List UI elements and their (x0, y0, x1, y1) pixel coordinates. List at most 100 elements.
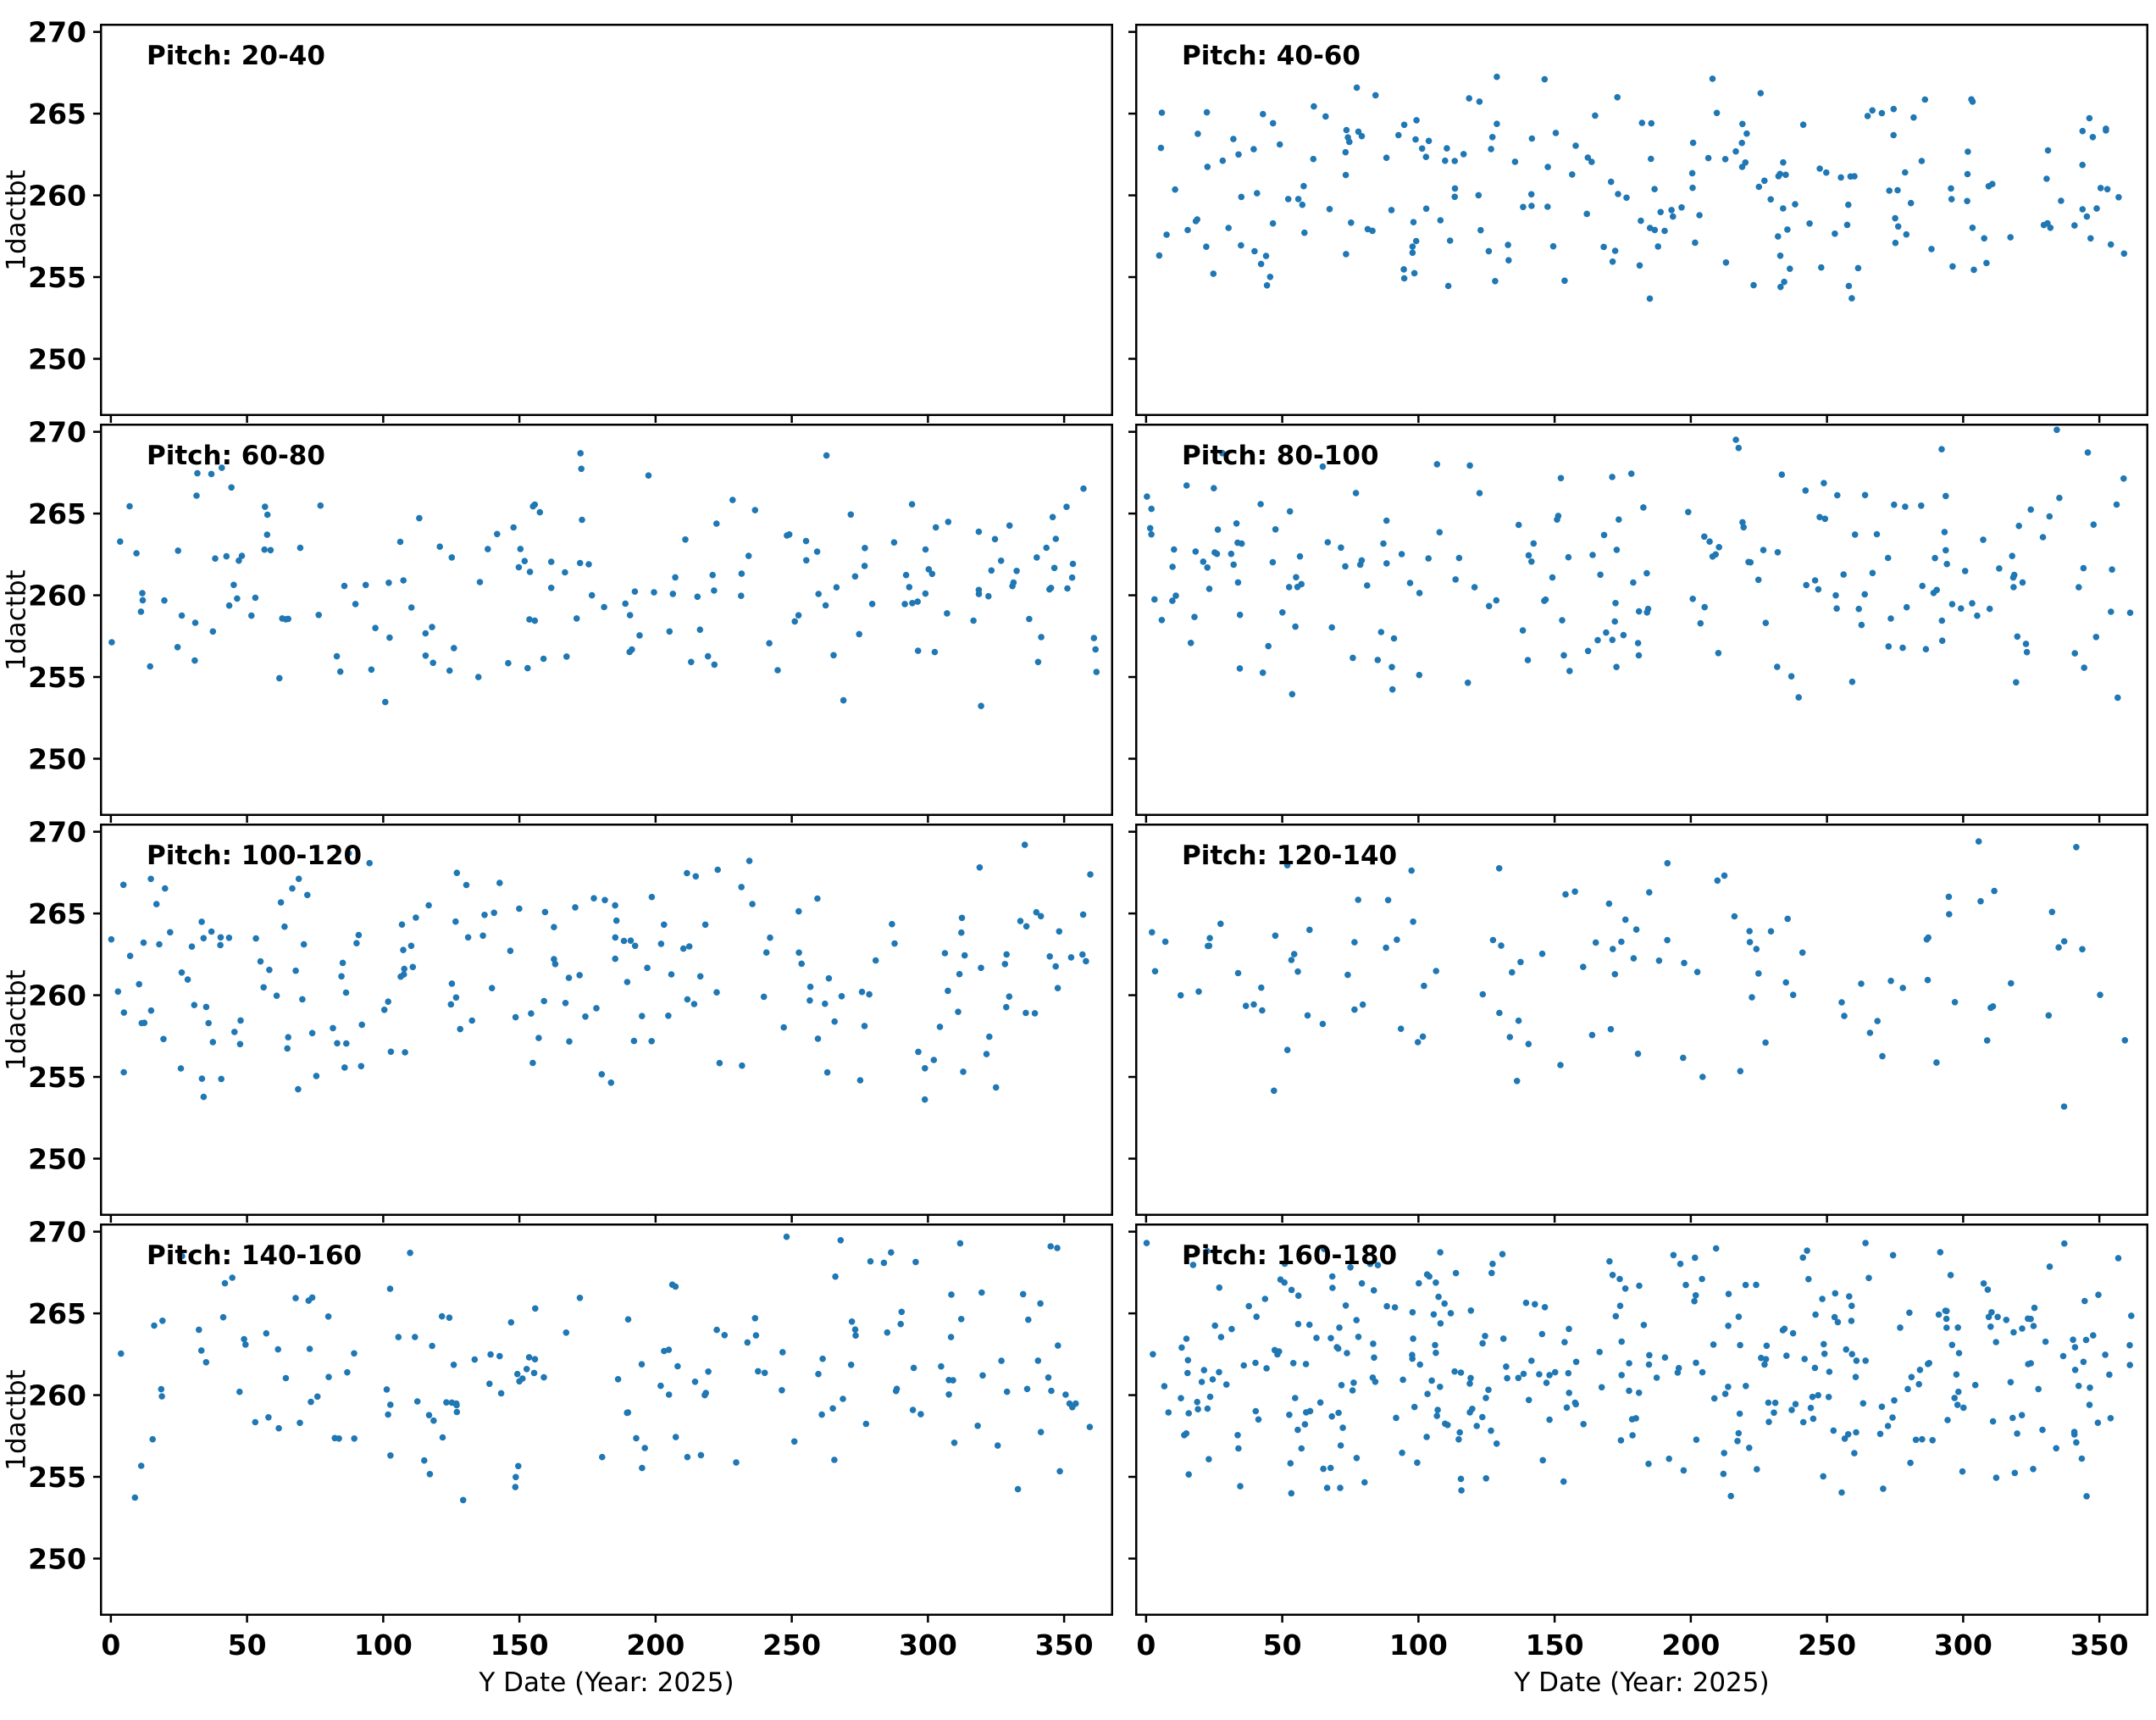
data-point (1283, 1046, 1291, 1053)
data-point (1364, 582, 1371, 589)
data-point (1037, 913, 1045, 920)
data-point (2082, 1336, 2090, 1344)
data-point (588, 591, 596, 599)
data-point (593, 1005, 600, 1012)
data-point (1851, 1450, 1858, 1456)
data-point (1494, 73, 1500, 80)
data-point (1838, 1489, 1845, 1496)
data-point (1003, 1388, 1011, 1395)
data-point (1528, 203, 1535, 209)
data-point (1380, 540, 1387, 547)
data-point (1411, 1403, 1418, 1411)
data-point (1441, 1300, 1448, 1307)
data-point (1626, 1387, 1632, 1395)
data-point (1561, 1339, 1568, 1345)
data-point (733, 1459, 740, 1466)
data-point (1921, 96, 1929, 103)
x-tick-label: 0 (101, 1628, 120, 1662)
data-point (985, 592, 992, 600)
data-point (858, 988, 866, 996)
data-point (2071, 1344, 2079, 1351)
data-point (1409, 1351, 1416, 1358)
x-tick-label: 250 (762, 1628, 821, 1662)
data-point (1597, 571, 1604, 579)
data-point (1049, 513, 1056, 521)
data-point (1483, 1475, 1489, 1482)
data-point (1520, 203, 1527, 211)
data-point (1968, 96, 1975, 103)
data-point (1789, 1329, 1797, 1337)
data-point (819, 1355, 826, 1362)
y-tick-label: 270 (28, 16, 86, 49)
data-point (136, 980, 142, 988)
data-point (1699, 1368, 1706, 1376)
data-point (1665, 1455, 1672, 1462)
data-point (1013, 568, 1020, 574)
data-point (1209, 1376, 1217, 1383)
data-point (1755, 970, 1762, 977)
data-point (1626, 1360, 1632, 1367)
data-point (315, 612, 322, 619)
data-point (563, 653, 570, 660)
data-point (1305, 1321, 1313, 1329)
data-point (601, 603, 607, 611)
y-tick-label: 265 (28, 1297, 86, 1330)
data-point (339, 959, 346, 967)
data-point (1987, 1004, 1994, 1012)
data-point (1899, 985, 1906, 991)
data-point (536, 508, 544, 516)
data-point (1342, 148, 1350, 156)
data-point (1926, 1360, 1932, 1367)
data-point (202, 1003, 210, 1011)
data-point (1433, 1412, 1440, 1419)
data-point (1846, 1293, 1853, 1300)
data-point (1489, 1260, 1496, 1268)
data-point (576, 1295, 584, 1301)
data-point (1234, 1432, 1241, 1439)
data-point (2120, 250, 2128, 258)
data-point (1228, 550, 1235, 558)
data-point (2086, 1401, 2093, 1408)
data-point (1715, 650, 1722, 657)
data-point (1985, 183, 1992, 190)
data-point (909, 1407, 917, 1413)
data-point (407, 1249, 413, 1257)
data-point (338, 973, 345, 980)
data-point (260, 984, 267, 991)
data-point (1737, 1341, 1743, 1349)
data-point (1536, 1371, 1543, 1378)
data-point (1928, 246, 1935, 252)
data-point (1923, 935, 1931, 943)
data-point (1509, 968, 1516, 976)
data-point (1734, 1438, 1741, 1445)
data-point (1959, 1468, 1966, 1475)
data-point (831, 1018, 838, 1025)
data-point (1276, 141, 1283, 148)
data-point (1258, 984, 1265, 991)
data-point (1189, 1262, 1197, 1268)
data-point (945, 1377, 952, 1384)
data-point (1592, 939, 1599, 946)
data-point (1192, 548, 1200, 555)
data-point (1943, 560, 1950, 568)
data-point (2010, 584, 2017, 591)
data-point (1236, 611, 1244, 619)
data-point (2070, 1336, 2076, 1343)
data-point (368, 666, 375, 674)
data-point (692, 873, 700, 880)
data-point (1289, 691, 1296, 698)
x-tick-label: 300 (899, 1628, 957, 1662)
data-point (126, 502, 133, 510)
data-point (1525, 1396, 1532, 1404)
data-point (1566, 668, 1573, 674)
data-point (238, 552, 246, 559)
data-point (1743, 130, 1750, 137)
panel-title: Pitch: 160-180 (1182, 1240, 1398, 1271)
data-point (1696, 212, 1703, 219)
data-point (1148, 505, 1155, 513)
data-point (1067, 954, 1075, 961)
data-point (1358, 132, 1366, 140)
data-point (612, 934, 619, 941)
data-point (1034, 1357, 1042, 1364)
data-point (891, 940, 898, 947)
